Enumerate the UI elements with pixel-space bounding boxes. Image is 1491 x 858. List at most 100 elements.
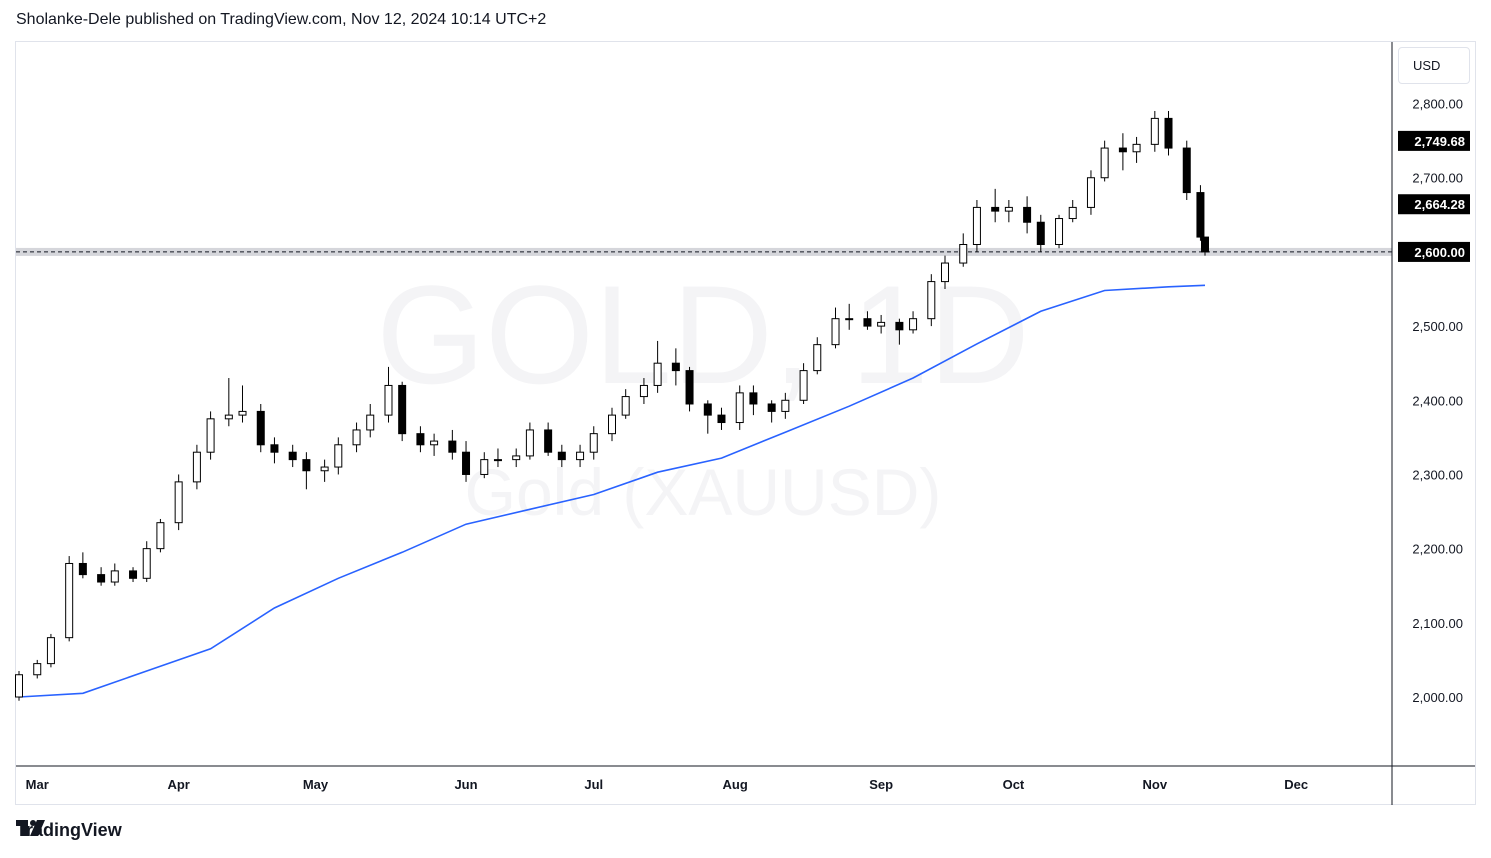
- candle-up: [1100, 147, 1109, 179]
- candle-down: [717, 414, 726, 424]
- candle-down: [78, 562, 87, 576]
- candle-up: [1150, 117, 1159, 145]
- candle-up: [480, 459, 489, 475]
- candle-down: [749, 392, 758, 405]
- price-tag-bg: [1398, 241, 1470, 262]
- candle-down: [863, 318, 872, 327]
- candle-up: [1004, 206, 1013, 212]
- candle-down: [1023, 206, 1032, 223]
- candle-up: [781, 399, 790, 412]
- candle-down: [462, 451, 471, 475]
- time-axis[interactable]: Mar Apr May Jun Jul Aug Sep Oct Nov Dec: [16, 765, 1475, 792]
- candle-down: [1201, 236, 1209, 253]
- candle-down: [97, 574, 106, 583]
- ma-line: [18, 284, 1206, 698]
- candle-down: [685, 370, 694, 405]
- candle-up: [110, 570, 119, 583]
- watermark-name: Gold (XAUUSD): [465, 455, 942, 529]
- price-tag-label: 2,664.28: [1414, 197, 1465, 212]
- candle-up: [831, 318, 840, 346]
- candle-up: [46, 637, 55, 665]
- price-tags: 2,749.68 2,664.28 2,600.00: [1398, 130, 1470, 262]
- candle-up: [156, 522, 165, 550]
- candle-down: [302, 459, 311, 472]
- candle-up: [430, 440, 439, 446]
- candle-up: [142, 548, 151, 579]
- candle-up: [576, 451, 585, 461]
- candle-up: [493, 459, 502, 462]
- time-tick-label: Jun: [454, 777, 477, 792]
- price-tick-label: 2,700.00: [1412, 171, 1463, 186]
- candle-up: [959, 244, 968, 264]
- candle-down: [1036, 221, 1045, 246]
- time-tick-label: Mar: [26, 777, 49, 792]
- candle-down: [1196, 192, 1205, 238]
- candle-down: [895, 321, 904, 331]
- symbol-watermark: GOLD, 1D Gold (XAUUSD): [376, 256, 1030, 529]
- candle-down: [767, 403, 776, 412]
- candle-up: [621, 396, 630, 416]
- candle-down: [270, 444, 279, 453]
- price-tick-label: 2,000.00: [1412, 690, 1463, 705]
- publish-info: Sholanke-Dele published on TradingView.c…: [16, 11, 547, 28]
- candle-up: [909, 318, 918, 331]
- price-tick-label: 2,100.00: [1412, 616, 1463, 631]
- time-tick-label: May: [303, 777, 329, 792]
- footer-brand[interactable]: TradingView: [16, 820, 122, 841]
- price-tag-bg: [1398, 130, 1470, 151]
- time-tick-label: Jul: [584, 777, 603, 792]
- candle-down: [288, 451, 297, 461]
- candles: [15, 110, 1209, 701]
- time-tick-label: Aug: [723, 777, 748, 792]
- time-tick-label: Dec: [1284, 777, 1308, 792]
- candle-up: [653, 362, 662, 386]
- candle-down: [1182, 147, 1191, 194]
- candle-down: [398, 384, 407, 435]
- watermark-symbol: GOLD, 1D: [376, 256, 1030, 413]
- candle-down: [256, 410, 265, 446]
- candle-up: [525, 429, 534, 457]
- candle-up: [512, 455, 521, 461]
- price-tick-label: 2,800.00: [1412, 97, 1463, 112]
- price-tag-label: 2,600.00: [1414, 245, 1465, 260]
- price-tick-label: 2,200.00: [1412, 542, 1463, 557]
- candle-up: [972, 206, 981, 246]
- moving-average: [18, 284, 1206, 698]
- candle-up: [608, 414, 616, 435]
- candle-up: [927, 281, 936, 320]
- candle-up: [65, 562, 74, 639]
- candle-down: [557, 451, 566, 461]
- candle-up: [206, 418, 215, 453]
- candle-down: [416, 433, 425, 446]
- price-tick-label: 2,300.00: [1412, 467, 1463, 482]
- chart-frame: [15, 41, 1476, 805]
- level-band: [16, 247, 1392, 256]
- candle-up: [238, 410, 247, 416]
- time-tick-label: Apr: [167, 777, 189, 792]
- candle-up: [589, 433, 598, 453]
- time-tick-label: Sep: [869, 777, 893, 792]
- candle-up: [192, 451, 201, 483]
- candle-up: [940, 262, 949, 283]
- currency-button[interactable]: USD: [1398, 47, 1470, 84]
- candle-up: [813, 344, 822, 372]
- candle-up: [1055, 218, 1064, 246]
- tradingview-logo-icon: [16, 820, 45, 836]
- candle-up: [845, 318, 854, 321]
- candle-up: [15, 674, 23, 698]
- candle-down: [1164, 117, 1173, 149]
- price-axis[interactable]: 2,000.00 2,100.00 2,200.00 2,300.00 2,400.00…: [1391, 42, 1463, 805]
- candle-up: [224, 414, 233, 420]
- candle-up: [334, 444, 343, 468]
- candle-up: [1132, 143, 1141, 153]
- candle-up: [1086, 177, 1095, 208]
- price-tag-bg: [1398, 194, 1470, 215]
- price-tick-label: 2,400.00: [1412, 393, 1463, 408]
- candle-up: [1068, 206, 1077, 220]
- candle-up: [877, 321, 886, 327]
- candle-down: [448, 440, 457, 453]
- candle-up: [320, 466, 329, 472]
- candle-down: [671, 362, 680, 372]
- price-tag-label: 2,749.68: [1414, 134, 1465, 149]
